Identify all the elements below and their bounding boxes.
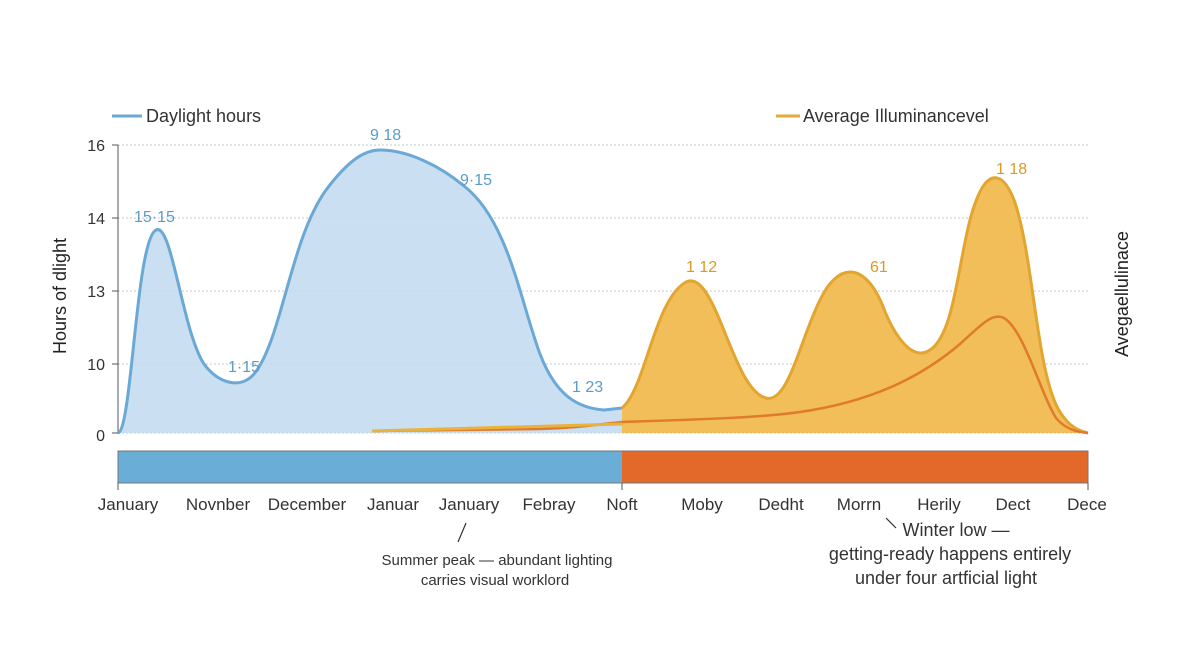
data-label: 61 <box>870 259 888 276</box>
data-label: 9·15 <box>460 172 492 189</box>
season-band-frame <box>117 450 1089 484</box>
y-tick-label: 14 <box>87 211 105 228</box>
data-label: 15·15 <box>134 209 175 226</box>
x-tick-label: Dect <box>996 495 1031 514</box>
y-tick-label: 16 <box>87 138 105 155</box>
y-axis-title: Hours of dlight <box>50 238 70 354</box>
y-tick-label: 0 <box>96 428 105 445</box>
series-trend-line-left <box>371 422 623 433</box>
annotation-leader-winter <box>885 517 897 529</box>
x-tick-label: Januar <box>367 495 419 514</box>
series-trend-line <box>371 315 1089 435</box>
annotation-winter-line2: getting-ready happens entirely <box>829 544 1071 564</box>
series-line-illuminance <box>620 176 1089 435</box>
x-tick-label: January <box>439 495 500 514</box>
annotation-winter-line1: Winter low — <box>902 520 1009 540</box>
x-tick-label: Dedht <box>758 495 804 514</box>
x-axis-ticks <box>117 483 1089 490</box>
data-label: 9 18 <box>370 127 401 144</box>
data-label: 1·15 <box>228 359 260 376</box>
y-axis-title-right: Avegaellulinace <box>1112 231 1132 357</box>
annotation-summer-line1: Summer peak — abundant lighting <box>382 552 613 569</box>
season-band-winter <box>622 451 1088 483</box>
data-label: 1 23 <box>572 379 603 396</box>
x-tick-label: December <box>268 495 347 514</box>
x-tick-label: Morrn <box>837 495 881 514</box>
x-tick-label: Noft <box>606 495 637 514</box>
x-tick-label: Herily <box>917 495 961 514</box>
annotation-winter-line3: under four artficial light <box>855 568 1037 588</box>
annotation-leader-summer <box>457 522 467 543</box>
series-area-daylight <box>118 150 622 433</box>
season-band-summer <box>118 451 623 483</box>
data-label: 1 18 <box>996 161 1027 178</box>
series-line-daylight <box>116 148 623 435</box>
series-area-illuminance <box>622 177 1088 433</box>
x-tick-label: Novnber <box>186 495 251 514</box>
x-tick-label: Febray <box>523 495 576 514</box>
x-tick-label: Moby <box>681 495 723 514</box>
y-tick-label: 10 <box>87 357 105 374</box>
legend-label-daylight: Daylight hours <box>146 106 261 126</box>
y-axis-ticks <box>112 144 118 434</box>
legend-label-illuminance: Average Illuminancevel <box>803 106 989 126</box>
y-tick-label: 13 <box>87 284 105 301</box>
data-label: 1 12 <box>686 259 717 276</box>
x-tick-label: Dece <box>1067 495 1107 514</box>
x-tick-label: January <box>98 495 159 514</box>
annotation-summer-line2: carries visual worklord <box>421 572 569 589</box>
